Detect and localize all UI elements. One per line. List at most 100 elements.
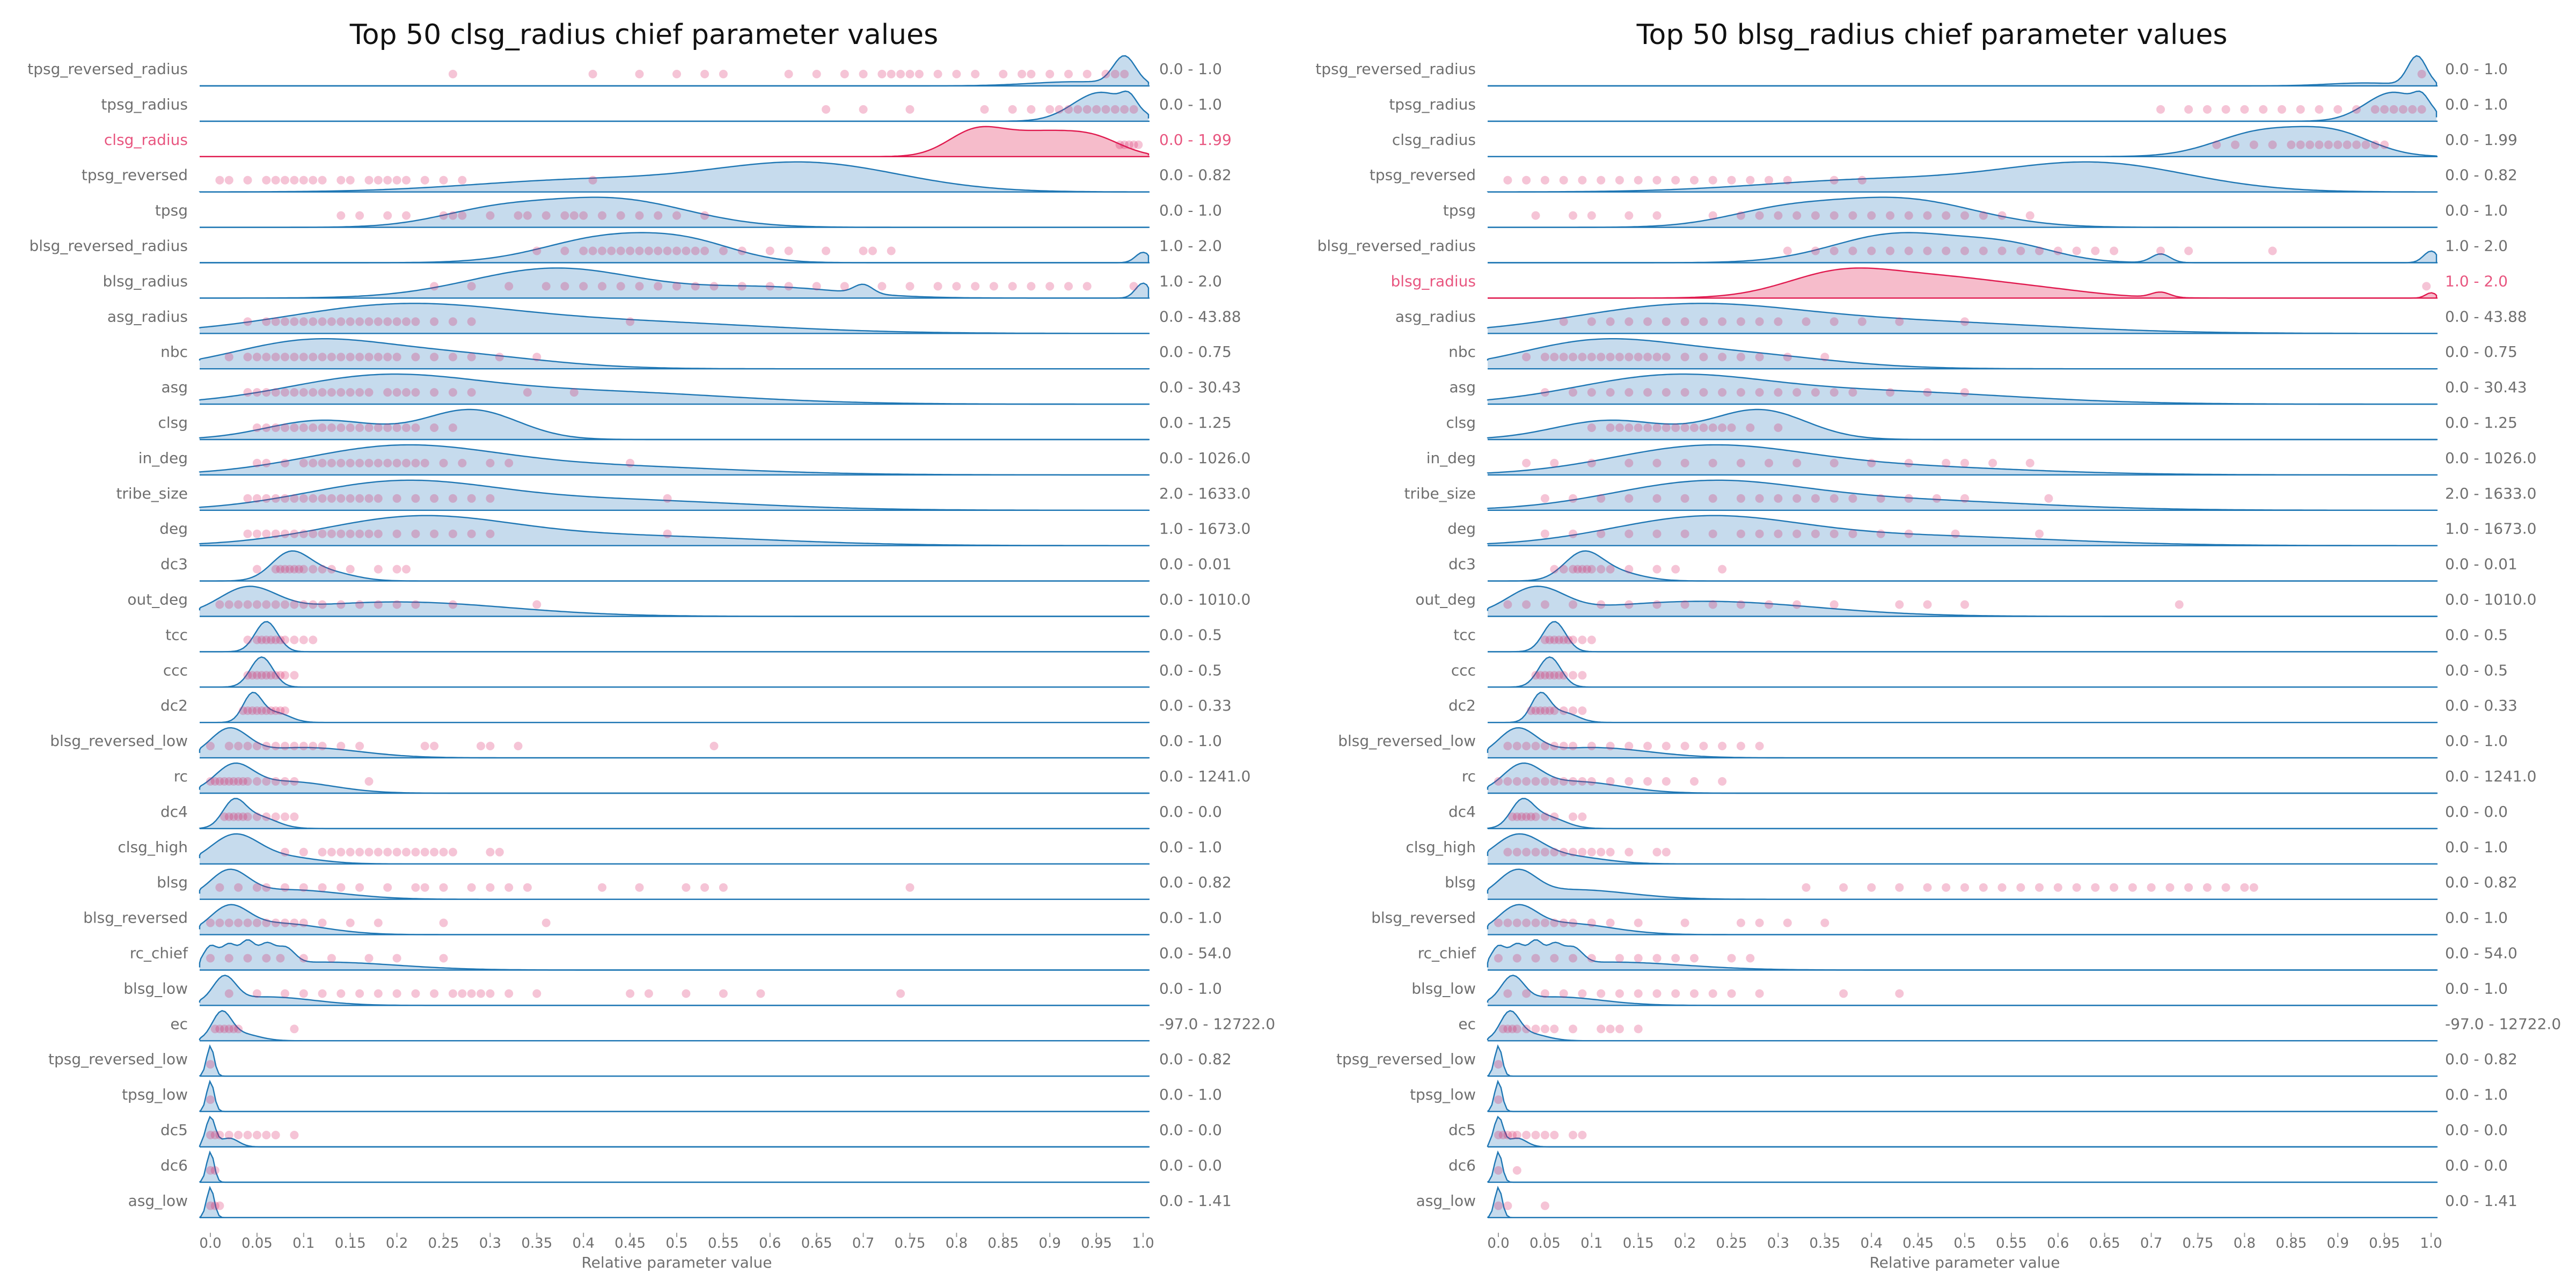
- data-point: [262, 742, 271, 751]
- data-point: [1494, 954, 1503, 963]
- data-point: [309, 600, 318, 609]
- data-point: [318, 317, 327, 326]
- density-line: [199, 904, 1148, 935]
- data-point: [355, 388, 364, 397]
- data-point: [1578, 777, 1587, 786]
- data-point: [1587, 353, 1596, 362]
- data-point: [859, 246, 868, 255]
- data-point: [215, 175, 224, 185]
- data-point: [252, 989, 261, 998]
- row-label: nbc: [160, 343, 188, 361]
- data-point: [2110, 246, 2119, 255]
- data-point: [1517, 812, 1526, 821]
- data-point: [411, 423, 420, 432]
- ridgeline-panel-2: Top 50 blsg_radius chief parameter value…: [1315, 19, 2561, 1271]
- data-point: [309, 388, 318, 397]
- row-label: out_deg: [1415, 591, 1476, 609]
- x-tick-label: 1.0: [1132, 1235, 1154, 1252]
- data-point: [1082, 282, 1092, 291]
- data-point: [1624, 353, 1634, 362]
- data-point: [234, 600, 243, 609]
- data-point: [737, 246, 747, 255]
- row-label: tribe_size: [1404, 485, 1476, 502]
- data-point: [448, 70, 457, 78]
- data-point: [1587, 847, 1596, 857]
- density-area: [200, 374, 1148, 405]
- row-range-label: 0.0 - 1.99: [2445, 131, 2518, 149]
- row-range-label: 0.0 - 1.25: [1159, 414, 1232, 431]
- data-point: [430, 423, 439, 432]
- data-point: [383, 883, 392, 892]
- data-point: [262, 529, 271, 538]
- data-point: [224, 1024, 233, 1034]
- data-point: [392, 494, 401, 503]
- data-point: [654, 211, 663, 220]
- data-point: [318, 600, 327, 609]
- data-point: [1680, 353, 1689, 362]
- data-point: [868, 246, 877, 255]
- data-point: [1997, 246, 2007, 255]
- data-point: [243, 494, 252, 503]
- data-point: [1120, 70, 1129, 78]
- row-label: blsg_reversed_low: [50, 732, 188, 750]
- data-point: [262, 812, 271, 821]
- data-point: [654, 246, 663, 255]
- data-point: [1997, 211, 2007, 220]
- data-point: [1587, 458, 1596, 467]
- data-point: [336, 529, 346, 538]
- data-point: [2296, 105, 2305, 114]
- row-label: dc2: [160, 697, 188, 714]
- data-point: [1774, 529, 1783, 538]
- data-point: [1503, 989, 1512, 998]
- data-point: [1643, 777, 1652, 786]
- data-point: [420, 742, 429, 751]
- data-point: [1708, 175, 1717, 185]
- data-point: [290, 600, 299, 609]
- data-point: [271, 600, 280, 609]
- data-point: [1587, 388, 1596, 397]
- data-point: [477, 742, 485, 751]
- row-range-label: 0.0 - 1241.0: [2445, 767, 2536, 785]
- row-label: blsg_reversed_low: [1338, 732, 1476, 750]
- data-point: [1718, 777, 1727, 786]
- x-tick-label: 0.65: [801, 1235, 832, 1252]
- data-point: [1522, 742, 1531, 751]
- data-point: [290, 635, 299, 645]
- x-tick-label: 0.55: [1996, 1235, 2027, 1252]
- x-tick-label: 0.0: [199, 1235, 221, 1252]
- ridge-row: tribe_size 2.0 - 1633.0: [116, 479, 1250, 511]
- ridge-row: blsg_reversed 0.0 - 1.0: [83, 904, 1222, 935]
- x-tick-label: 0.4: [1861, 1235, 1883, 1252]
- data-point: [532, 989, 541, 998]
- data-point: [1512, 777, 1521, 786]
- data-point: [346, 918, 355, 927]
- density-area: [200, 409, 1148, 440]
- data-point: [1857, 175, 1867, 185]
- data-point: [374, 458, 383, 467]
- data-point: [495, 847, 504, 857]
- data-point: [541, 211, 551, 220]
- data-point: [281, 742, 289, 751]
- data-point: [1522, 175, 1531, 185]
- data-point: [1736, 742, 1745, 751]
- data-point: [262, 954, 271, 963]
- density-area: [200, 444, 1148, 475]
- data-point: [355, 529, 364, 538]
- data-point: [933, 282, 942, 291]
- data-point: [1578, 989, 1587, 998]
- data-point: [374, 989, 383, 998]
- density-area: [1488, 763, 2436, 793]
- x-tick-label: 0.7: [852, 1235, 874, 1252]
- data-point: [1536, 706, 1545, 715]
- data-point: [299, 458, 308, 467]
- data-point: [411, 600, 420, 609]
- data-point: [1690, 175, 1699, 185]
- data-point: [1587, 423, 1596, 432]
- data-point: [430, 494, 439, 503]
- data-point: [588, 70, 597, 78]
- data-point: [1923, 246, 1932, 255]
- data-point: [374, 353, 383, 362]
- data-point: [281, 458, 289, 467]
- data-point: [1569, 1024, 1577, 1034]
- data-point: [210, 1131, 219, 1139]
